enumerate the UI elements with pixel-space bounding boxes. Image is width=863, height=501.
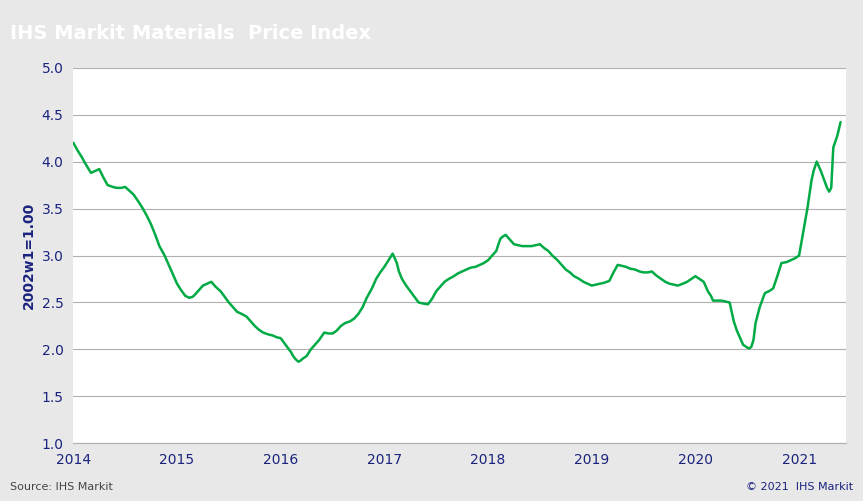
Text: © 2021  IHS Markit: © 2021 IHS Markit [746, 482, 853, 492]
Text: Source: IHS Markit: Source: IHS Markit [10, 482, 113, 492]
Text: IHS Markit Materials  Price Index: IHS Markit Materials Price Index [10, 24, 371, 43]
Y-axis label: 2002w1=1.00: 2002w1=1.00 [22, 202, 36, 309]
